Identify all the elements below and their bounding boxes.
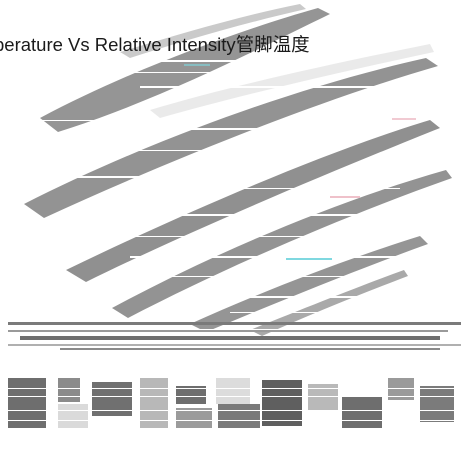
streak-5 <box>190 236 428 332</box>
color-fringes <box>184 64 416 260</box>
scanline-noise <box>30 60 410 313</box>
streak-4 <box>112 170 452 318</box>
streak-6 <box>250 270 408 336</box>
streak-1 <box>40 8 330 132</box>
diagonal-streaks <box>24 4 452 336</box>
horizontal-band <box>0 322 461 350</box>
chart-caption-text: perature Vs Relative Intensity管脚温度 <box>0 34 310 55</box>
streak-3 <box>66 120 440 282</box>
glitch-block <box>8 378 458 428</box>
